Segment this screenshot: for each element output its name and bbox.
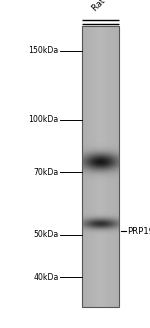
Text: 150kDa: 150kDa [28, 46, 58, 55]
Text: 100kDa: 100kDa [28, 115, 58, 124]
Bar [82, 26, 118, 307]
Text: 70kDa: 70kDa [33, 168, 58, 177]
Text: 40kDa: 40kDa [33, 273, 58, 282]
Text: Rat spleen: Rat spleen [91, 0, 129, 13]
Text: 50kDa: 50kDa [33, 230, 58, 239]
Text: PRP19: PRP19 [127, 227, 150, 236]
